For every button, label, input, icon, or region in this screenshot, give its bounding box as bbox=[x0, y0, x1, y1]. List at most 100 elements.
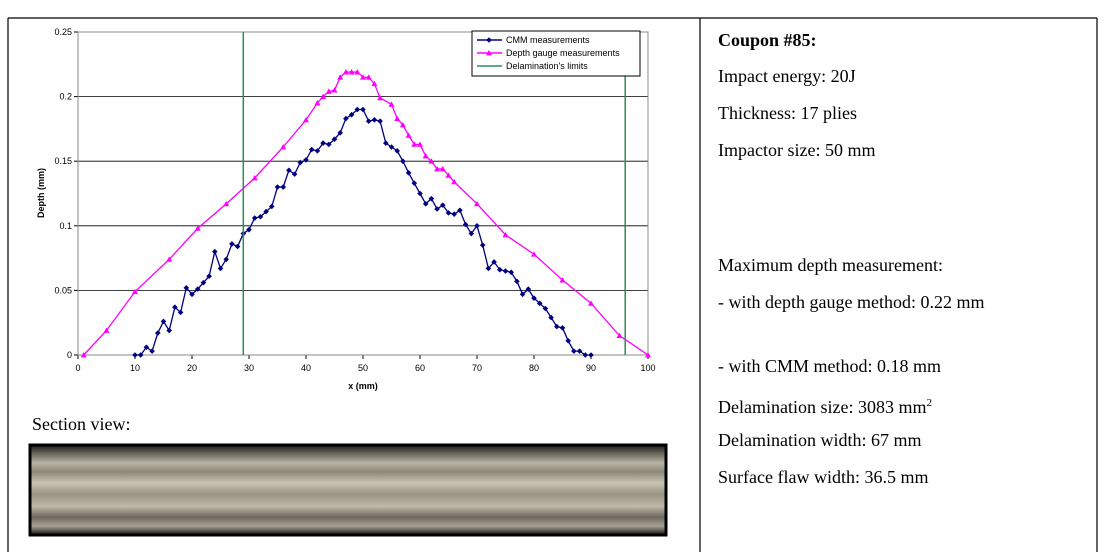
info-line: - with depth gauge method: 0.22 mm bbox=[718, 284, 1088, 320]
marker bbox=[331, 87, 338, 93]
legend-label: CMM measurements bbox=[506, 35, 590, 45]
info-line-text: Delamination width: 67 mm bbox=[718, 430, 922, 450]
marker bbox=[468, 230, 475, 237]
marker bbox=[497, 266, 503, 273]
marker bbox=[217, 265, 224, 272]
marker bbox=[103, 327, 110, 333]
marker bbox=[548, 314, 554, 321]
marker bbox=[371, 117, 378, 123]
info-line-text: Surface flaw width: 36.5 mm bbox=[718, 467, 929, 487]
marker bbox=[320, 140, 326, 146]
marker bbox=[616, 332, 623, 339]
marker bbox=[132, 352, 138, 358]
marker bbox=[132, 288, 138, 295]
x-tick-label: 0 bbox=[75, 363, 80, 373]
info-line: Delamination width: 67 mm bbox=[718, 426, 1088, 454]
legend-label: Delamination's limits bbox=[506, 61, 588, 71]
marker bbox=[394, 115, 401, 121]
marker bbox=[365, 118, 372, 124]
marker bbox=[428, 158, 435, 164]
info-line-text: - with CMM method: 0.18 mm bbox=[718, 356, 942, 376]
marker bbox=[559, 325, 566, 331]
marker bbox=[491, 259, 497, 265]
marker bbox=[331, 136, 338, 143]
marker bbox=[474, 223, 480, 229]
marker bbox=[531, 295, 537, 301]
marker bbox=[576, 348, 583, 354]
marker bbox=[246, 226, 252, 233]
marker bbox=[571, 348, 577, 354]
x-tick-label: 60 bbox=[415, 363, 425, 373]
marker bbox=[485, 265, 492, 272]
marker bbox=[422, 201, 429, 207]
x-tick-label: 40 bbox=[301, 363, 311, 373]
marker bbox=[200, 279, 207, 286]
marker bbox=[297, 159, 304, 166]
marker bbox=[434, 165, 441, 172]
marker bbox=[377, 118, 383, 124]
marker bbox=[360, 106, 366, 113]
info-line: Maximum depth measurement: bbox=[718, 251, 1088, 279]
y-tick-label: 0.05 bbox=[54, 285, 72, 295]
marker bbox=[479, 242, 486, 248]
marker bbox=[354, 69, 361, 75]
marker bbox=[160, 318, 167, 325]
marker bbox=[223, 256, 229, 263]
marker bbox=[405, 170, 412, 176]
marker bbox=[280, 143, 287, 150]
frame bbox=[7, 17, 1098, 552]
marker bbox=[166, 256, 173, 262]
x-tick-label: 80 bbox=[529, 363, 539, 373]
marker bbox=[554, 323, 560, 330]
marker bbox=[166, 327, 172, 334]
info-line-text: - with depth gauge method: 0.22 mm bbox=[718, 292, 985, 312]
marker bbox=[303, 116, 309, 123]
chart: 0 0.05 0.1 0.15 0.2 0.25 0 10 20 30 40 50 60 70 80 90 10… bbox=[54, 27, 655, 373]
marker bbox=[308, 146, 315, 153]
marker bbox=[325, 88, 332, 94]
marker bbox=[411, 180, 418, 186]
marker bbox=[354, 106, 361, 113]
marker bbox=[582, 352, 589, 358]
x-tick-label: 100 bbox=[640, 363, 655, 373]
x-tick-label: 10 bbox=[130, 363, 140, 373]
info-line-text: Thickness: 17 plies bbox=[718, 103, 857, 123]
x-tick-label: 70 bbox=[472, 363, 482, 373]
marker bbox=[194, 286, 201, 292]
marker bbox=[439, 165, 446, 172]
y-axis-label: Depth (mm) bbox=[36, 168, 46, 218]
marker bbox=[508, 269, 514, 276]
marker bbox=[388, 101, 395, 107]
section-image-border bbox=[28, 443, 668, 537]
legend-label: Depth gauge measurements bbox=[506, 48, 620, 58]
section-label: Section view: bbox=[32, 414, 131, 434]
marker bbox=[400, 158, 406, 164]
marker bbox=[525, 286, 532, 292]
marker bbox=[286, 167, 292, 174]
plot-border bbox=[77, 31, 649, 356]
marker bbox=[502, 268, 509, 274]
marker bbox=[274, 184, 281, 190]
marker bbox=[291, 171, 298, 177]
info-line: - with CMM method: 0.18 mm bbox=[718, 352, 1088, 380]
marker bbox=[388, 144, 395, 150]
marker bbox=[337, 74, 344, 80]
x-axis-label: x (mm) bbox=[348, 381, 378, 391]
marker bbox=[486, 37, 492, 43]
marker bbox=[320, 93, 327, 99]
info-line: Surface flaw width: 36.5 mm bbox=[718, 463, 1088, 491]
marker bbox=[428, 195, 435, 202]
marker bbox=[394, 148, 400, 154]
marker bbox=[440, 202, 446, 208]
info-title-text: Coupon #85: bbox=[718, 30, 817, 50]
marker bbox=[422, 153, 429, 159]
marker bbox=[445, 172, 452, 178]
marker bbox=[645, 352, 651, 358]
marker bbox=[223, 200, 230, 207]
marker bbox=[348, 69, 355, 75]
marker bbox=[263, 208, 269, 215]
marker bbox=[251, 215, 258, 221]
marker bbox=[502, 231, 509, 238]
marker bbox=[269, 203, 275, 210]
